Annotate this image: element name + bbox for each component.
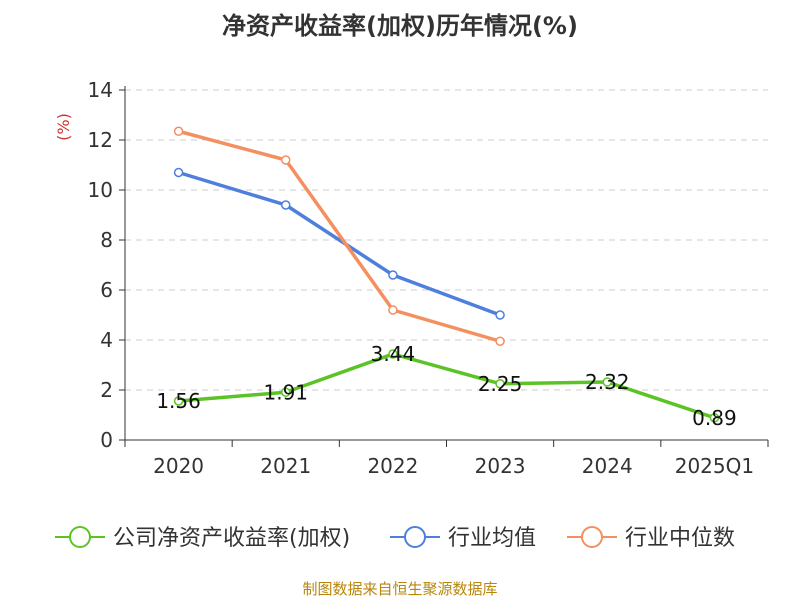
chart-title: 净资产收益率(加权)历年情况(%) bbox=[222, 12, 578, 40]
data-point-0 bbox=[495, 379, 505, 389]
y-tick-label: 4 bbox=[100, 328, 113, 352]
data-point-0 bbox=[602, 377, 612, 387]
legend-label-2: 行业中位数 bbox=[625, 526, 735, 551]
y-tick-label: 12 bbox=[88, 128, 113, 152]
data-point-1 bbox=[495, 310, 505, 320]
y-tick-label: 2 bbox=[100, 378, 113, 402]
data-point-2 bbox=[388, 305, 398, 315]
x-tick-label: 2022 bbox=[367, 454, 418, 478]
y-tick-label: 0 bbox=[100, 428, 113, 452]
data-point-2 bbox=[495, 336, 505, 346]
data-label: 2.25 bbox=[478, 372, 523, 396]
data-label: 3.44 bbox=[371, 342, 416, 366]
x-tick-label: 2021 bbox=[260, 454, 311, 478]
data-point-0 bbox=[281, 387, 291, 397]
data-point-2 bbox=[173, 126, 184, 136]
data-point-0 bbox=[709, 413, 720, 423]
x-tick-label: 2020 bbox=[153, 454, 204, 478]
x-tick-label: 2025Q1 bbox=[675, 454, 754, 478]
data-label: 2.32 bbox=[585, 370, 630, 394]
data-point-1 bbox=[281, 200, 291, 210]
y-tick-label: 8 bbox=[100, 228, 113, 252]
data-source-note: 制图数据来自恒生聚源数据库 bbox=[302, 580, 498, 598]
data-point-1 bbox=[173, 167, 184, 178]
series-line-0 bbox=[178, 352, 715, 420]
data-point-1 bbox=[388, 270, 398, 280]
data-point-0 bbox=[388, 349, 398, 359]
data-label: 0.89 bbox=[692, 406, 737, 430]
series-line-2 bbox=[178, 129, 501, 343]
data-point-0 bbox=[173, 396, 184, 406]
data-point-2 bbox=[281, 155, 291, 165]
legend-marker-1 bbox=[404, 526, 426, 548]
x-tick-label: 2023 bbox=[475, 454, 526, 478]
y-axis-label: (%) bbox=[54, 113, 73, 141]
data-label: 1.56 bbox=[156, 389, 201, 413]
x-tick-label: 2024 bbox=[582, 454, 633, 478]
data-label: 1.91 bbox=[263, 380, 308, 404]
series-line-1 bbox=[178, 170, 501, 317]
legend-marker-2 bbox=[581, 526, 603, 548]
legend-label-1: 行业均值 bbox=[448, 526, 536, 551]
y-tick-label: 6 bbox=[100, 278, 113, 302]
y-tick-label: 10 bbox=[88, 178, 113, 202]
y-tick-label: 14 bbox=[88, 78, 113, 102]
legend-label-0: 公司净资产收益率(加权) bbox=[113, 526, 350, 551]
legend-marker-0 bbox=[69, 526, 91, 548]
